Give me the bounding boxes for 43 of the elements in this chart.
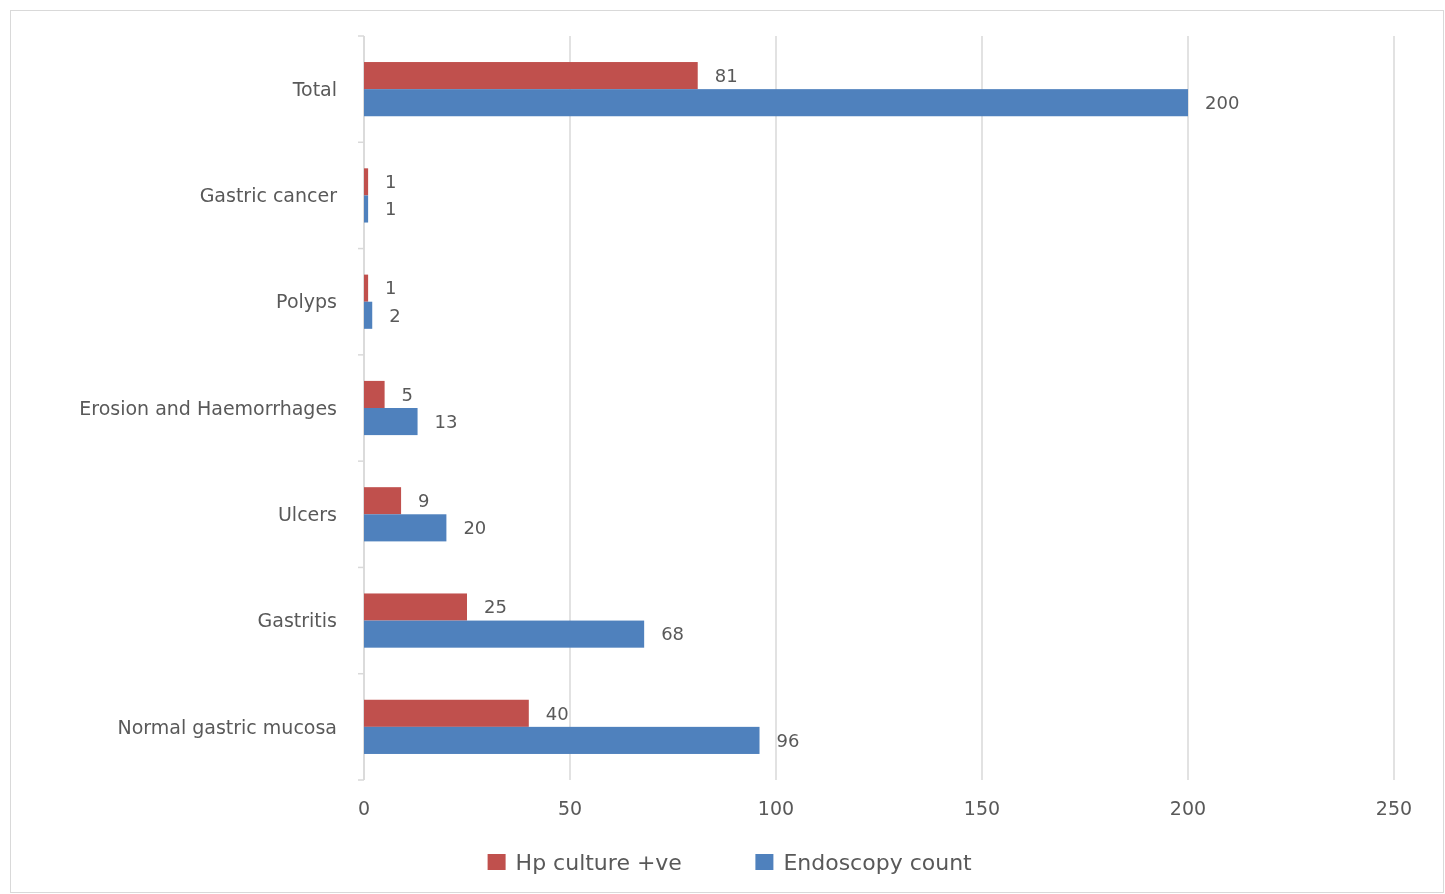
bar	[364, 168, 369, 196]
x-tick-label: 200	[1169, 796, 1207, 819]
bar	[364, 593, 467, 621]
bar	[364, 487, 402, 515]
x-tick-label: 150	[963, 796, 1001, 819]
y-tick-label: Gastric cancer	[199, 184, 338, 207]
y-tick-label: Total	[291, 77, 337, 100]
bar	[364, 408, 418, 436]
bar	[364, 89, 1188, 117]
data-label: 1	[385, 198, 397, 220]
data-label: 13	[434, 410, 458, 432]
bar	[364, 274, 369, 302]
data-label: 40	[545, 702, 569, 724]
data-label: 1	[385, 277, 397, 299]
legend-label: Endoscopy count	[783, 849, 973, 875]
x-tick-label: 100	[757, 796, 795, 819]
data-label: 2	[389, 304, 401, 326]
legend-label: Hp culture +ve	[515, 849, 682, 875]
data-label: 5	[401, 383, 414, 405]
bar	[364, 195, 369, 223]
bar	[364, 301, 373, 329]
y-tick-label: Normal gastric mucosa	[117, 715, 337, 738]
x-tick-label: 50	[557, 796, 583, 819]
data-label: 1	[385, 171, 397, 193]
data-label: 200	[1205, 91, 1240, 113]
bar	[364, 620, 645, 648]
bar	[364, 62, 698, 90]
data-label: 68	[661, 623, 685, 645]
bar	[364, 699, 529, 727]
y-tick-label: Erosion and Haemorrhages	[79, 396, 337, 419]
bar	[364, 726, 760, 754]
data-label: 25	[484, 596, 507, 618]
y-tick-label: Gastritis	[257, 609, 337, 632]
y-tick-label: Polyps	[276, 290, 337, 313]
data-label: 20	[463, 517, 487, 539]
bar	[364, 380, 385, 408]
x-tick-label: 250	[1375, 796, 1413, 819]
bar	[364, 514, 447, 542]
y-tick-label: Ulcers	[277, 502, 337, 525]
data-label: 96	[776, 729, 800, 751]
data-label: 9	[418, 490, 430, 512]
data-label: 81	[714, 64, 738, 86]
x-tick-label: 0	[357, 796, 371, 819]
